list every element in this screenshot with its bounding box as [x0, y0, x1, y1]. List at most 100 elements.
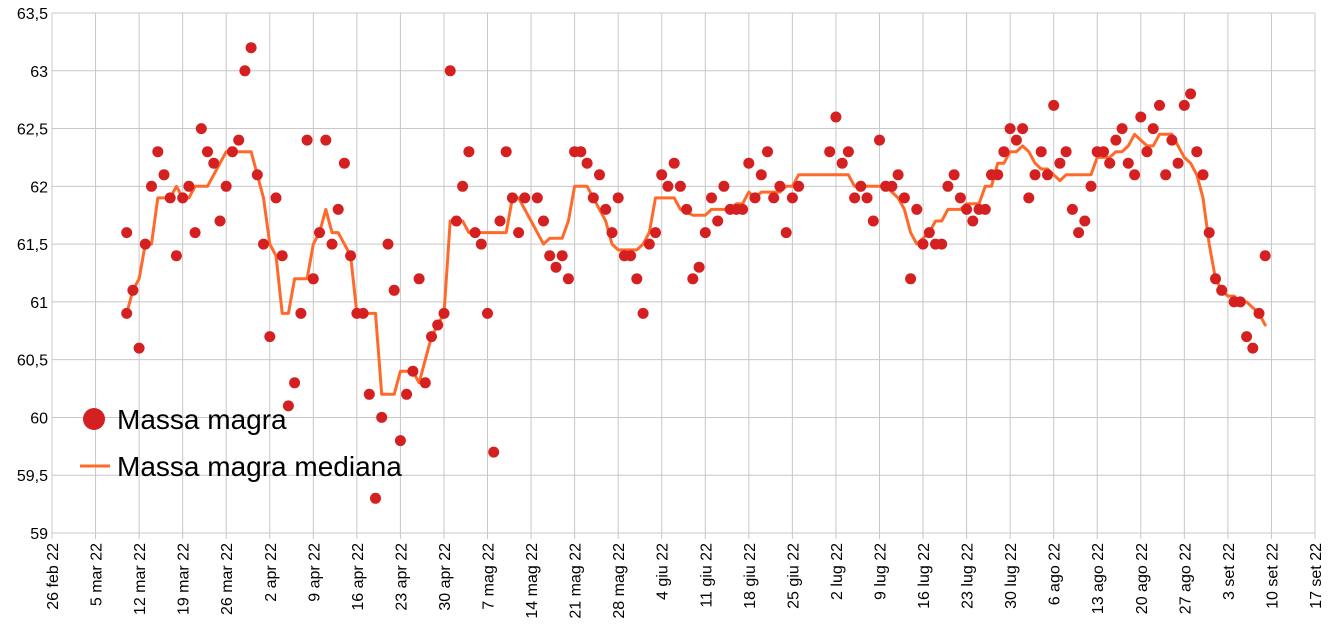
data-point	[1010, 134, 1022, 146]
data-point	[1073, 227, 1085, 239]
x-tick-label: 10 set 22	[1264, 543, 1281, 609]
data-point	[482, 307, 493, 319]
data-point	[370, 492, 381, 504]
data-point	[830, 111, 842, 123]
data-point	[382, 238, 394, 250]
y-tick-label: 63,5	[17, 6, 48, 23]
data-point	[836, 157, 848, 169]
data-point	[712, 215, 724, 227]
x-tick-label: 26 feb 22	[45, 543, 62, 610]
data-point	[1079, 215, 1091, 227]
data-point	[152, 146, 164, 158]
data-point	[656, 169, 668, 181]
data-point	[874, 134, 885, 146]
x-tick-label: 6 ago 22	[1047, 543, 1064, 605]
data-point	[1166, 134, 1178, 146]
data-point	[332, 203, 344, 215]
data-point	[544, 250, 556, 262]
x-tick-label: 7 mag 22	[481, 543, 498, 610]
data-point	[233, 134, 245, 146]
y-tick-label: 62	[30, 179, 48, 196]
x-tick-label: 21 mag 22	[568, 543, 585, 619]
data-point	[737, 203, 749, 215]
x-tick-label: 11 giu 22	[698, 543, 715, 608]
data-point	[1029, 169, 1041, 181]
data-point	[189, 227, 201, 239]
data-point	[158, 169, 170, 181]
data-point	[1172, 157, 1184, 169]
data-point	[606, 227, 618, 239]
data-point	[1104, 157, 1116, 169]
data-point	[413, 273, 425, 285]
data-point	[164, 192, 176, 204]
data-point	[898, 192, 910, 204]
data-point	[923, 227, 935, 239]
x-tick-label: 5 mar 22	[89, 543, 106, 606]
data-point	[1035, 146, 1047, 158]
data-point	[394, 435, 406, 447]
data-point	[376, 411, 388, 423]
x-tick-label: 20 ago 22	[1134, 543, 1151, 614]
data-point	[208, 157, 220, 169]
x-tick-label: 19 mar 22	[176, 543, 193, 615]
data-point	[264, 331, 276, 343]
data-point	[662, 180, 674, 192]
data-point	[768, 192, 780, 204]
data-point	[1085, 180, 1097, 192]
data-point	[1054, 157, 1066, 169]
data-point	[419, 377, 431, 389]
legend-marker-massa-magra	[83, 408, 105, 430]
data-point	[146, 180, 157, 192]
data-point	[488, 446, 500, 458]
data-point	[594, 169, 605, 181]
series-points-massa-magra	[121, 42, 1271, 504]
data-point	[706, 192, 717, 204]
x-tick-label: 13 ago 22	[1090, 543, 1107, 614]
data-point	[587, 192, 599, 204]
data-point	[177, 192, 189, 204]
data-point	[183, 180, 195, 192]
data-point	[911, 203, 923, 215]
x-tick-label: 23 lug 22	[960, 543, 977, 609]
data-point	[1234, 296, 1246, 308]
data-point	[668, 157, 680, 169]
x-tick-label: 4 giu 22	[655, 543, 672, 600]
data-point	[1060, 146, 1072, 158]
x-tick-label: 23 apr 22	[393, 543, 410, 611]
data-point	[1191, 146, 1203, 158]
x-tick-label: 9 apr 22	[306, 543, 323, 602]
data-point	[998, 146, 1010, 158]
data-point	[1098, 146, 1109, 158]
y-tick-label: 63	[30, 64, 48, 81]
data-point	[432, 319, 444, 331]
data-point	[1048, 99, 1060, 111]
x-tick-label: 2 apr 22	[263, 543, 280, 602]
data-point	[289, 377, 301, 389]
data-point	[1147, 123, 1159, 135]
data-point	[967, 215, 979, 227]
x-tick-label: 30 lug 22	[1003, 543, 1020, 609]
x-tick-label: 25 giu 22	[785, 543, 802, 609]
x-tick-label: 30 apr 22	[437, 543, 454, 611]
data-point	[886, 180, 898, 192]
data-point	[438, 307, 450, 319]
y-axis-ticks: 59 59,5 60 60,5 61 61,5 62 62,5 63 63,5	[17, 6, 48, 543]
series-line-massa-magra-mediana	[125, 132, 1267, 396]
y-tick-label: 59,5	[17, 468, 48, 485]
x-tick-label: 12 mar 22	[132, 543, 149, 615]
data-point	[170, 250, 182, 262]
data-point	[1066, 203, 1078, 215]
data-point	[444, 65, 456, 77]
data-point	[531, 192, 543, 204]
data-point	[282, 400, 294, 412]
data-point	[936, 238, 948, 250]
data-point	[357, 307, 369, 319]
data-point	[1017, 123, 1029, 135]
legend-label-massa-magra-mediana: Massa magra mediana	[117, 451, 402, 482]
data-point	[270, 192, 282, 204]
data-point	[718, 180, 730, 192]
data-point	[1247, 342, 1259, 354]
data-point	[226, 146, 238, 158]
data-point	[556, 250, 568, 262]
